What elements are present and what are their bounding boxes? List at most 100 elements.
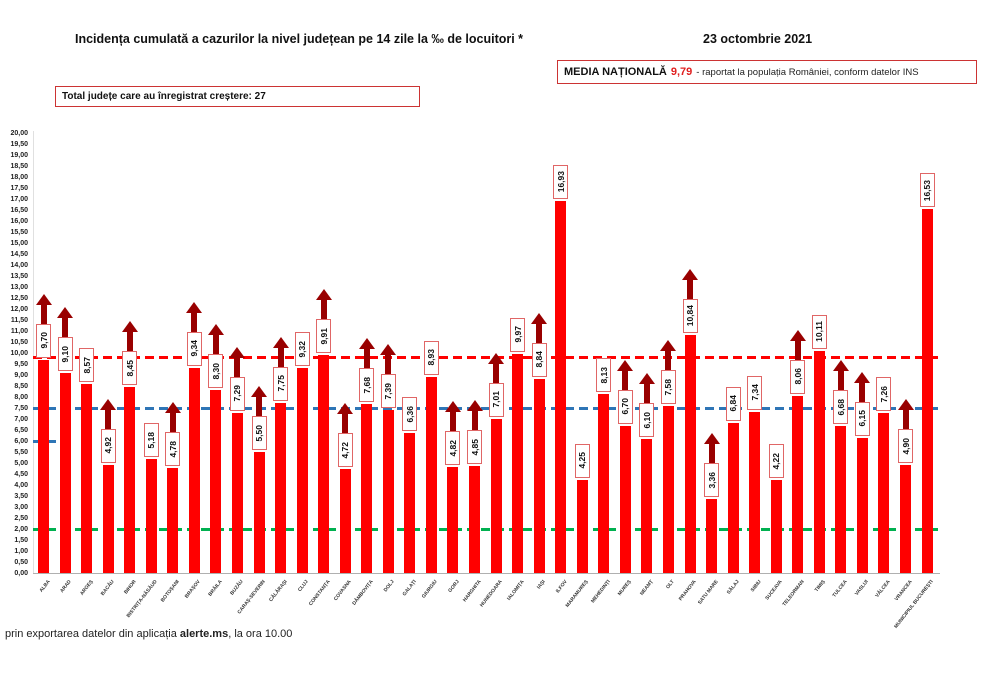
bar-value-text: 7,58 bbox=[663, 378, 674, 396]
bar-value-label: 4,82 bbox=[445, 430, 461, 465]
arrow-head bbox=[272, 336, 289, 348]
arrow-head bbox=[703, 433, 720, 445]
county-bar bbox=[382, 410, 394, 573]
bar-value-text: 7,75 bbox=[275, 375, 286, 392]
bar-value-text: 9,32 bbox=[297, 340, 308, 358]
arrow-shaft bbox=[385, 355, 392, 375]
y-tick-label: 6,00 bbox=[14, 437, 28, 445]
arrow-shaft bbox=[449, 411, 456, 431]
bar-value-label: 7,75 bbox=[273, 366, 289, 401]
increase-arrow-icon bbox=[207, 324, 224, 355]
bar-value-text: 4,25 bbox=[577, 452, 588, 469]
y-tick-label: 15,50 bbox=[10, 228, 28, 236]
bar-value-label: 7,68 bbox=[359, 368, 375, 403]
bar-value-label: 3,36 bbox=[704, 463, 720, 498]
report-date: 23 octombrie 2021 bbox=[703, 32, 813, 46]
bar-value-label: 16,53 bbox=[919, 173, 935, 208]
bar-value-text: 4,90 bbox=[900, 437, 911, 455]
county-bar bbox=[339, 469, 351, 573]
bar-value-text: 8,06 bbox=[792, 368, 803, 385]
county-bar bbox=[576, 479, 588, 573]
county-bar bbox=[404, 433, 416, 573]
national-average-value: 9,79 bbox=[670, 66, 693, 78]
arrow-shaft bbox=[493, 363, 500, 383]
bar-value-text: 9,34 bbox=[189, 340, 200, 357]
bar-value-label: 4,78 bbox=[165, 431, 181, 466]
increase-arrow-icon bbox=[488, 352, 505, 383]
y-tick-label: 14,00 bbox=[10, 261, 28, 269]
y-tick-label: 16,00 bbox=[10, 217, 28, 225]
arrow-shaft bbox=[902, 410, 909, 430]
bar-value-label: 6,36 bbox=[402, 397, 418, 432]
arrow-head bbox=[682, 268, 698, 280]
bar-value-text: 16,53 bbox=[922, 179, 933, 201]
bar-value-label: 8,84 bbox=[531, 342, 547, 377]
bar-value-label: 7,58 bbox=[660, 370, 676, 405]
y-tick-label: 19,50 bbox=[10, 140, 28, 148]
increase-arrow-icon bbox=[35, 293, 52, 324]
county-bar bbox=[469, 466, 480, 573]
county-bar bbox=[727, 422, 739, 573]
bar-value-label: 7,01 bbox=[488, 382, 504, 417]
arrow-shaft bbox=[622, 370, 629, 390]
increase-arrow-icon bbox=[121, 321, 138, 352]
arrow-head bbox=[617, 359, 634, 371]
y-tick-label: 15,00 bbox=[10, 239, 28, 247]
arrow-shaft bbox=[256, 397, 262, 416]
arrow-shaft bbox=[536, 323, 543, 343]
arrow-shaft bbox=[191, 312, 198, 332]
increase-arrow-icon bbox=[272, 336, 289, 367]
bar-value-text: 6,15 bbox=[857, 410, 868, 427]
increase-arrow-icon bbox=[358, 338, 375, 369]
arrow-shaft bbox=[40, 304, 47, 324]
bar-value-text: 10,84 bbox=[685, 304, 695, 327]
county-bar bbox=[900, 465, 911, 573]
bar-value-label: 8,93 bbox=[423, 340, 439, 375]
bar-value-label: 6,70 bbox=[617, 389, 633, 424]
arrow-head bbox=[337, 403, 354, 415]
y-tick-label: 12,50 bbox=[10, 294, 28, 302]
arrow-shaft bbox=[62, 317, 69, 337]
bar-value-text: 8,30 bbox=[210, 363, 221, 380]
y-tick-label: 18,50 bbox=[10, 162, 28, 170]
county-bar bbox=[188, 367, 200, 573]
y-tick-label: 17,00 bbox=[10, 195, 28, 203]
bar-value-text: 9,97 bbox=[512, 326, 523, 343]
national-average-label: MEDIA NAȚIONALĂ bbox=[564, 66, 667, 78]
county-bar bbox=[792, 395, 804, 573]
y-tick-label: 3,00 bbox=[14, 503, 28, 511]
bar-value-text: 8,84 bbox=[534, 351, 545, 368]
bar-value-text: 16,93 bbox=[555, 170, 566, 193]
bar-value-label: 9,91 bbox=[316, 318, 332, 353]
county-bar bbox=[770, 480, 782, 573]
y-tick-label: 8,50 bbox=[14, 382, 28, 390]
y-tick-label: 17,50 bbox=[10, 184, 28, 192]
county-bar bbox=[145, 459, 157, 573]
y-tick-label: 7,50 bbox=[14, 404, 28, 412]
bar-value-label: 8,57 bbox=[79, 348, 95, 383]
arrow-head bbox=[660, 340, 677, 352]
increase-arrow-icon bbox=[832, 360, 849, 391]
bar-value-label: 4,90 bbox=[898, 429, 913, 464]
arrow-shaft bbox=[794, 340, 801, 360]
footer-suffix: , la ora 10.00 bbox=[228, 628, 293, 640]
county-bar bbox=[447, 466, 459, 573]
bar-value-text: 8,93 bbox=[426, 349, 437, 366]
y-tick-label: 9,00 bbox=[14, 371, 28, 379]
increase-arrow-icon bbox=[682, 268, 698, 299]
arrow-head bbox=[35, 293, 52, 305]
increase-arrow-icon bbox=[660, 340, 677, 371]
y-tick-label: 14,50 bbox=[10, 250, 28, 258]
increase-arrow-icon bbox=[251, 386, 267, 416]
reference-line bbox=[33, 406, 940, 410]
arrow-head bbox=[315, 288, 332, 300]
y-tick-label: 0,00 bbox=[14, 569, 28, 577]
arrow-head bbox=[531, 312, 548, 324]
bar-value-label: 7,26 bbox=[876, 377, 892, 412]
footer-prefix: prin exportarea datelor din aplicația bbox=[5, 628, 180, 640]
arrow-shaft bbox=[320, 299, 327, 319]
bar-value-label: 4,22 bbox=[768, 444, 784, 479]
bar-value-label: 4,25 bbox=[574, 443, 590, 478]
y-tick-label: 9,50 bbox=[14, 360, 28, 368]
